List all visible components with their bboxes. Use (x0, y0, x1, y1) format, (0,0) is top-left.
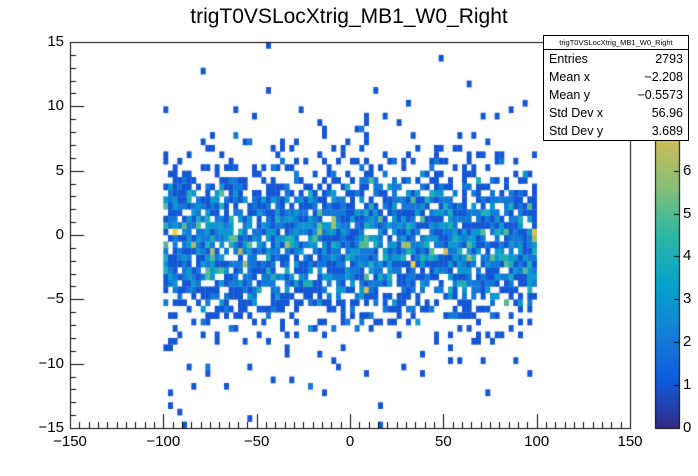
stats-value: 56.96 (651, 106, 683, 120)
z-tick-label: 6 (683, 161, 692, 179)
z-tick-label: 1 (683, 376, 692, 394)
stats-value: −2.208 (644, 70, 683, 84)
stats-value: 2793 (655, 52, 683, 66)
stats-row-mean-x: Mean x −2.208 (544, 68, 688, 86)
x-tick-label: 50 (434, 433, 452, 450)
x-tick-label: −150 (53, 433, 87, 450)
stats-value: −0.5573 (637, 88, 683, 102)
stats-label: Mean x (549, 70, 590, 84)
stats-box: trigT0VSLocXtrig_MB1_W0_Right Entries 27… (543, 35, 689, 141)
stats-label: Std Dev x (549, 106, 604, 120)
stats-row-stddev-y: Std Dev y 3.689 (544, 122, 688, 140)
stats-label: Std Dev y (549, 124, 604, 138)
x-tick-label: −100 (146, 433, 181, 450)
stats-label: Mean y (549, 88, 590, 102)
y-tick-label: 10 (47, 97, 64, 115)
y-tick-label: −5 (46, 290, 64, 308)
y-tick-label: −15 (38, 419, 64, 436)
stats-row-entries: Entries 2793 (544, 50, 688, 68)
y-tick-label: 0 (55, 226, 64, 243)
z-tick-label: 2 (683, 333, 692, 351)
z-tick-label: 0 (683, 419, 692, 436)
y-tick-label: 15 (47, 33, 64, 50)
stats-label: Entries (549, 52, 588, 66)
z-tick-label: 3 (683, 290, 692, 308)
z-tick-label: 5 (683, 204, 692, 222)
y-tick-label: −10 (38, 354, 64, 372)
x-tick-label: 150 (617, 433, 643, 450)
x-tick-label: −50 (243, 433, 270, 450)
stats-box-title: trigT0VSLocXtrig_MB1_W0_Right (544, 36, 688, 50)
stats-row-stddev-x: Std Dev x 56.96 (544, 104, 688, 122)
stats-row-mean-y: Mean y −0.5573 (544, 86, 688, 104)
stats-value: 3.689 (651, 124, 683, 138)
y-tick-label: 5 (55, 161, 64, 179)
x-tick-label: 100 (524, 433, 550, 450)
z-tick-label: 4 (683, 247, 692, 265)
x-tick-label: 0 (345, 433, 355, 450)
